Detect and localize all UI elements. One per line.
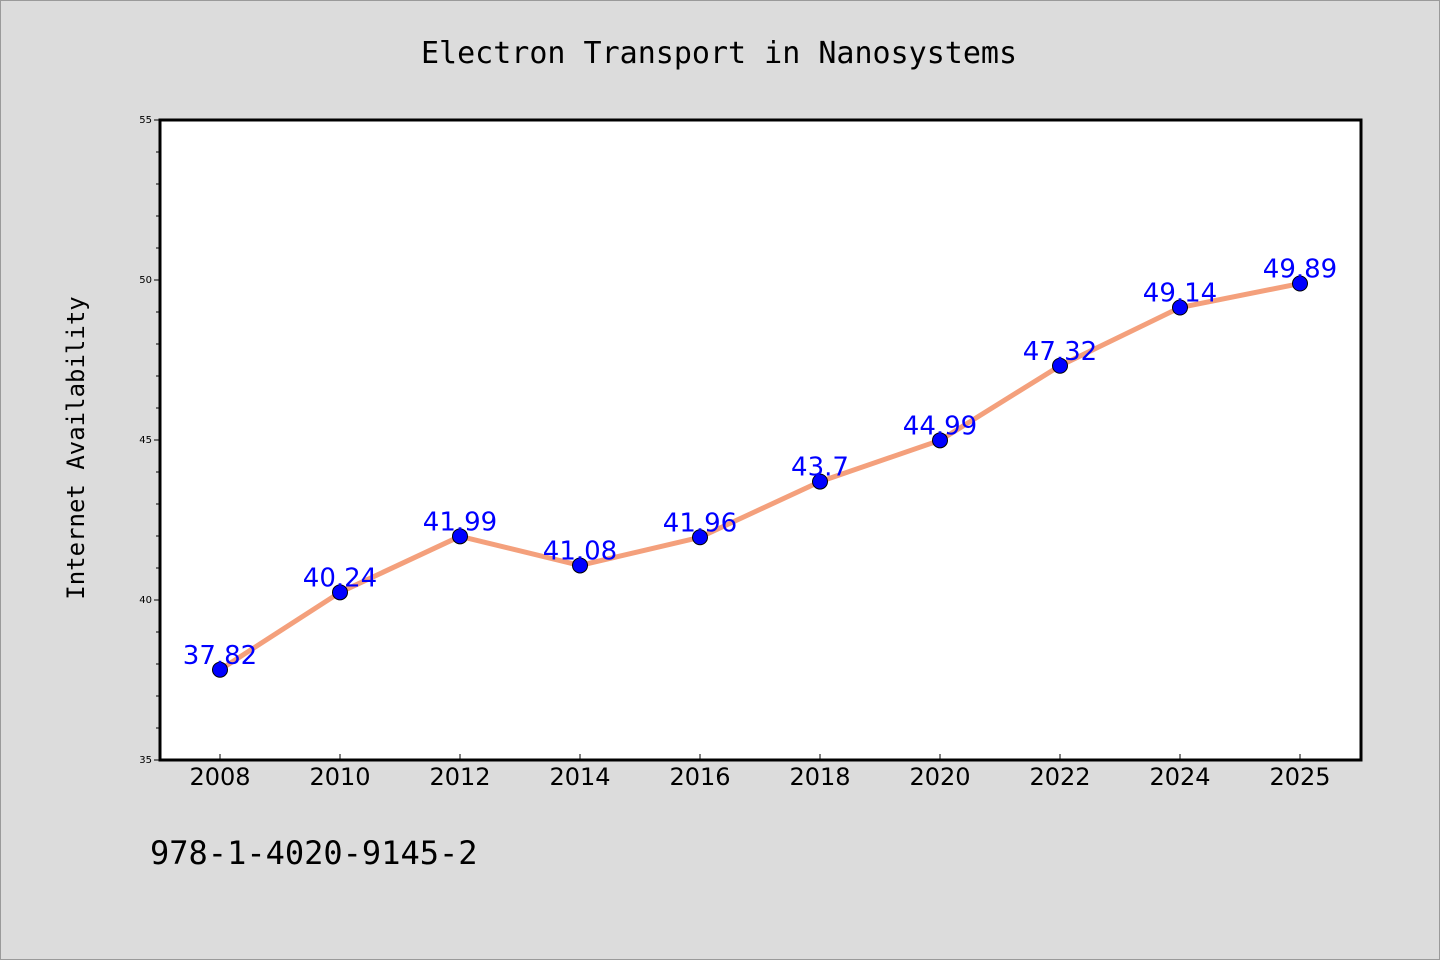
data-label: 49.14 <box>1143 279 1217 309</box>
data-points <box>212 275 1308 678</box>
data-label: 44.99 <box>903 411 977 441</box>
data-labels: 37.82 40.24 41.99 41.08 41.96 43.7 44.99 47.32 4… <box>183 255 1337 671</box>
x-tick-label: 2024 <box>1149 763 1210 791</box>
data-point <box>812 473 828 490</box>
x-tick-label: 2012 <box>429 763 490 791</box>
y-axis-label: Internet Availability <box>62 296 90 599</box>
y-tick-label: 55 <box>139 115 152 126</box>
data-label: 49.89 <box>1263 255 1337 285</box>
data-label: 47.32 <box>1023 337 1097 367</box>
data-label: 41.96 <box>663 508 737 538</box>
x-tick-label: 2020 <box>909 763 970 791</box>
x-tick-label: 2016 <box>669 763 730 791</box>
x-tick-label: 2010 <box>309 763 370 791</box>
data-point <box>1292 275 1308 292</box>
x-tick-label: 2014 <box>549 763 610 791</box>
data-label: 41.08 <box>543 536 617 566</box>
series-line <box>217 281 1303 673</box>
data-label: 40.24 <box>303 563 377 593</box>
x-tick-label: 2018 <box>789 763 850 791</box>
y-tick-label: 35 <box>139 755 152 766</box>
data-point <box>212 661 228 678</box>
data-label: 37.82 <box>183 641 257 671</box>
y-tick-label: 45 <box>139 435 152 446</box>
y-tick-label: 50 <box>139 275 152 286</box>
data-point <box>572 557 588 574</box>
data-point <box>932 432 948 449</box>
isbn-footer: 978-1-4020-9145-2 <box>150 834 478 872</box>
chart-title: Electron Transport in Nanosystems <box>421 36 1017 71</box>
data-point <box>1172 299 1188 316</box>
data-point <box>332 584 348 601</box>
x-tick-label: 2022 <box>1029 763 1090 791</box>
data-point <box>1052 357 1068 374</box>
data-point <box>692 529 708 546</box>
data-label: 43.7 <box>791 453 849 483</box>
data-point <box>452 528 468 545</box>
data-label: 41.99 <box>423 507 497 537</box>
y-axis-ticks: 35 40 45 50 55 <box>139 115 160 766</box>
y-tick-label: 40 <box>139 595 152 606</box>
x-tick-label: 2008 <box>189 763 250 791</box>
x-axis-ticks: 2008 2010 2012 2014 2016 2018 2020 2022 2024 2025 <box>189 754 1331 791</box>
x-tick-label: 2025 <box>1269 763 1330 791</box>
plot-area <box>158 118 1363 762</box>
series-line-group <box>217 281 1303 673</box>
